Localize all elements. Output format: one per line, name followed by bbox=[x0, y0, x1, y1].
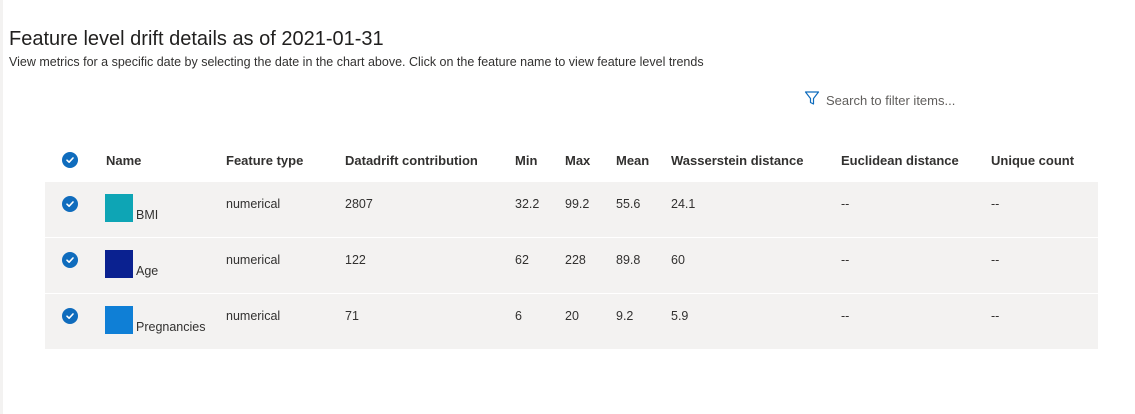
cell-min: 62 bbox=[515, 253, 529, 267]
cell-feature-type: numerical bbox=[226, 253, 281, 267]
table-row[interactable]: BMI numerical 2807 32.2 99.2 55.6 24.1 -… bbox=[45, 182, 1098, 238]
cell-euclidean-distance: -- bbox=[841, 197, 850, 211]
cell-wasserstein-distance: 60 bbox=[671, 253, 685, 267]
feature-name-link[interactable]: Age bbox=[136, 264, 159, 278]
table-row[interactable]: Age numerical 122 62 228 89.8 60 -- -- bbox=[45, 238, 1098, 294]
checkmark-icon bbox=[66, 313, 74, 319]
row-checkbox[interactable] bbox=[62, 196, 78, 212]
column-header-feature-type[interactable]: Feature type bbox=[226, 153, 304, 168]
cell-min: 32.2 bbox=[515, 197, 540, 211]
cell-min: 6 bbox=[515, 309, 522, 323]
checkmark-icon bbox=[66, 201, 74, 207]
filter-placeholder[interactable]: Search to filter items... bbox=[826, 92, 956, 108]
row-checkbox[interactable] bbox=[62, 252, 78, 268]
cell-max: 20 bbox=[565, 309, 579, 323]
checkmark-icon bbox=[66, 157, 74, 163]
cell-mean: 9.2 bbox=[616, 309, 634, 323]
cell-euclidean-distance: -- bbox=[841, 253, 850, 267]
feature-color-swatch bbox=[105, 194, 133, 222]
feature-color-swatch bbox=[105, 250, 133, 278]
column-header-euclidean-distance[interactable]: Euclidean distance bbox=[841, 153, 959, 168]
cell-datadrift-contribution: 122 bbox=[345, 253, 366, 267]
filter-icon bbox=[804, 90, 820, 111]
feature-name-link[interactable]: BMI bbox=[136, 208, 159, 222]
cell-unique-count: -- bbox=[991, 197, 1000, 211]
column-header-name[interactable]: Name bbox=[106, 153, 142, 168]
cell-datadrift-contribution: 71 bbox=[345, 309, 359, 323]
table-row[interactable]: Pregnancies numerical 71 6 20 9.2 5.9 --… bbox=[45, 294, 1098, 350]
cell-wasserstein-distance: 5.9 bbox=[671, 309, 689, 323]
filter-search-box[interactable]: Search to filter items... bbox=[804, 90, 955, 110]
cell-mean: 55.6 bbox=[616, 197, 641, 211]
select-all-checkbox[interactable] bbox=[62, 152, 78, 168]
cell-max: 99.2 bbox=[565, 197, 590, 211]
page-subtitle: View metrics for a specific date by sele… bbox=[9, 55, 704, 69]
cell-max: 228 bbox=[565, 253, 586, 267]
cell-unique-count: -- bbox=[991, 253, 1000, 267]
cell-wasserstein-distance: 24.1 bbox=[671, 197, 696, 211]
column-header-unique-count[interactable]: Unique count bbox=[991, 153, 1075, 168]
column-header-mean[interactable]: Mean bbox=[616, 153, 650, 168]
cell-feature-type: numerical bbox=[226, 197, 281, 211]
column-header-wasserstein-distance[interactable]: Wasserstein distance bbox=[671, 153, 804, 168]
column-header-max[interactable]: Max bbox=[565, 153, 591, 168]
checkmark-icon bbox=[66, 257, 74, 263]
feature-color-swatch bbox=[105, 306, 133, 334]
column-header-min[interactable]: Min bbox=[515, 153, 538, 168]
cell-feature-type: numerical bbox=[226, 309, 281, 323]
feature-drift-table: Name Feature type Datadrift contribution… bbox=[45, 140, 1098, 350]
cell-mean: 89.8 bbox=[616, 253, 641, 267]
row-checkbox[interactable] bbox=[62, 308, 78, 324]
page-title: Feature level drift details as of 2021-0… bbox=[9, 28, 384, 50]
feature-name-link[interactable]: Pregnancies bbox=[136, 320, 206, 334]
cell-euclidean-distance: -- bbox=[841, 309, 850, 323]
cell-unique-count: -- bbox=[991, 309, 1000, 323]
cell-datadrift-contribution: 2807 bbox=[345, 197, 373, 211]
column-header-datadrift-contribution[interactable]: Datadrift contribution bbox=[345, 153, 478, 168]
panel-left-border bbox=[0, 0, 3, 414]
table-header-row: Name Feature type Datadrift contribution… bbox=[45, 140, 1098, 182]
